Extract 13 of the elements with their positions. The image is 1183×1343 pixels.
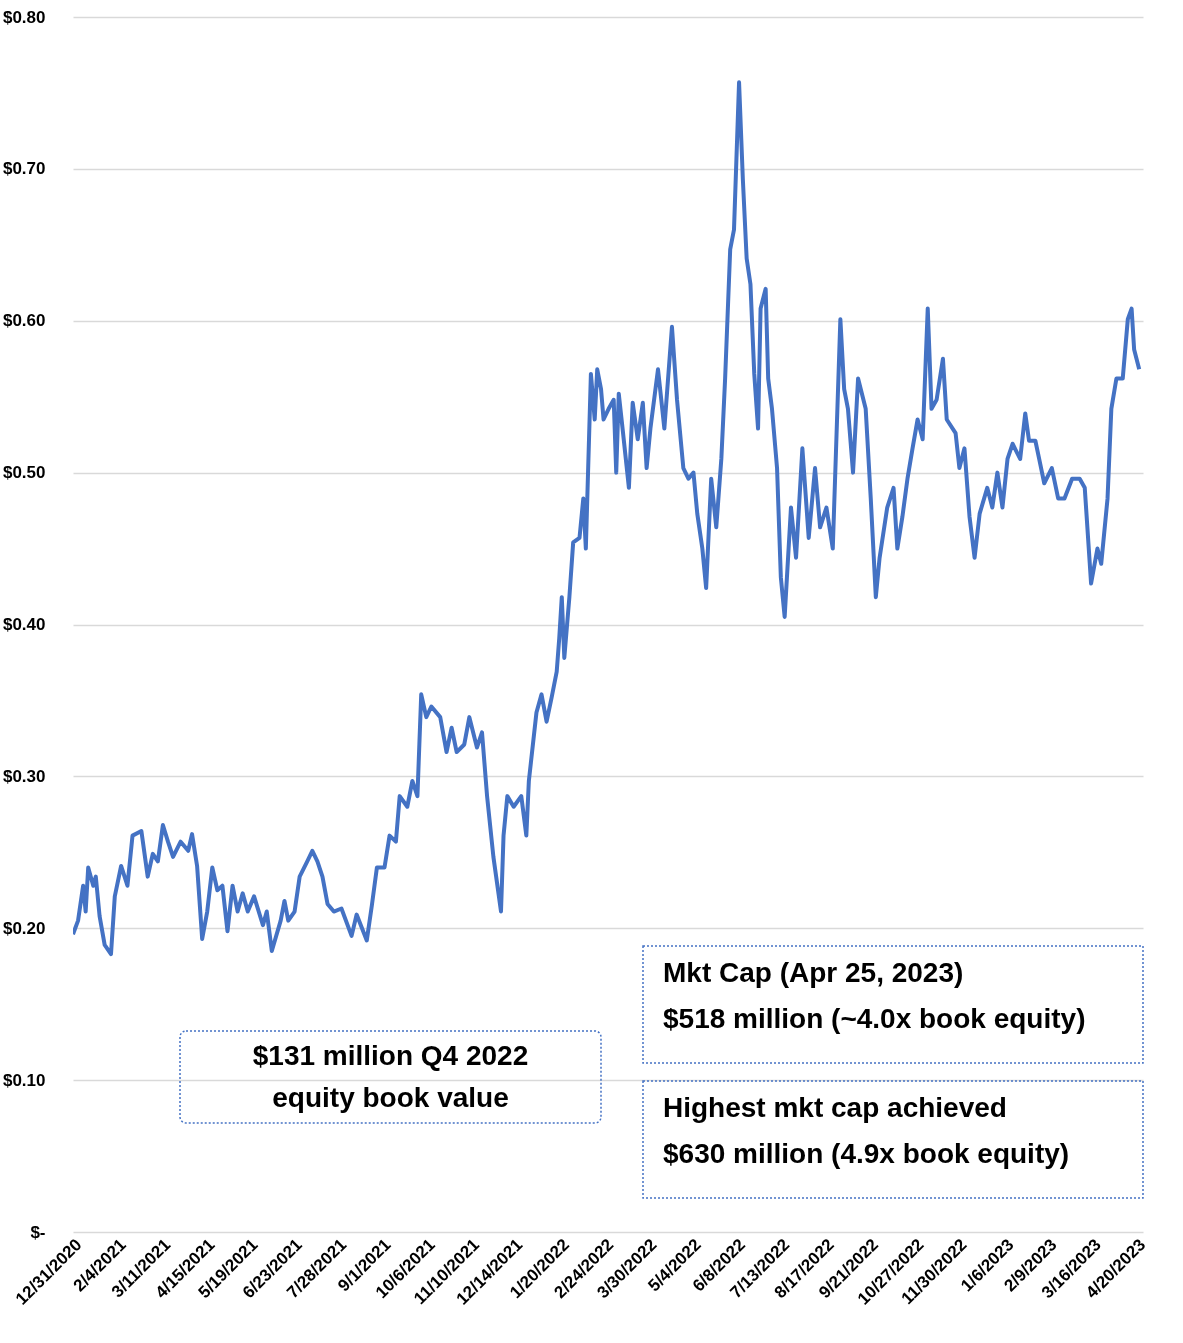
- y-tick-label: $0.30: [2, 766, 46, 786]
- line-series: [73, 80, 1142, 957]
- y-tick-label: $0.80: [2, 7, 46, 27]
- y-tick-label: $-: [30, 1222, 46, 1242]
- annotation: $131 million Q4 2022 equity book value: [252, 1040, 529, 1113]
- annotation: Mkt Cap (Apr 25, 2023) $518 million (~4.0x book equity): [663, 957, 1086, 1034]
- y-tick-label: $0.60: [2, 311, 46, 331]
- y-tick-label: $0.20: [2, 918, 46, 938]
- y-tick-label: $0.40: [2, 615, 46, 634]
- annotation: Highest mkt cap achieved $630 million (4.9x book equity): [663, 1092, 1070, 1169]
- y-tick-label: $0.70: [2, 159, 46, 179]
- y-tick-label: $0.10: [2, 1070, 46, 1090]
- y-tick-label: $0.50: [2, 463, 46, 483]
